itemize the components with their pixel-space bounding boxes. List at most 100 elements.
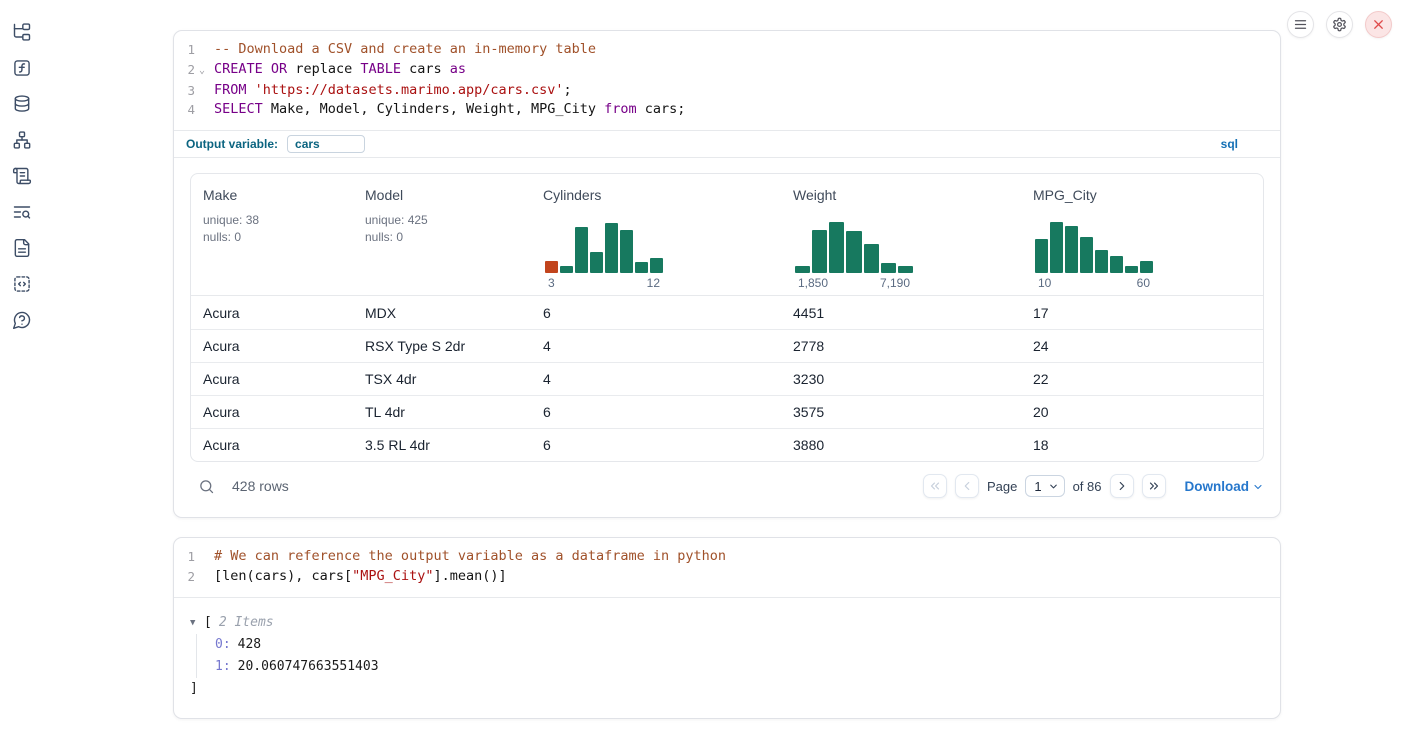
column-histogram[interactable]: 1060 xyxy=(1035,221,1153,290)
tree-entry-value: 20.060747663551403 xyxy=(238,659,379,674)
fold-indicator-icon xyxy=(195,100,214,120)
code-line[interactable]: 1 -- Download a CSV and create an in-memo… xyxy=(174,40,1280,60)
table-cell: TSX 4dr xyxy=(353,371,531,387)
column-name: Cylinders xyxy=(543,187,781,203)
database-icon[interactable] xyxy=(12,94,32,114)
prev-page-button[interactable] xyxy=(955,474,979,498)
table-row[interactable]: AcuraTL 4dr6357520 xyxy=(191,395,1263,428)
table-cell: 3230 xyxy=(781,371,1021,387)
data-table: Makeunique: 38nulls: 0Modelunique: 425nu… xyxy=(190,173,1264,462)
page-select[interactable]: 1 xyxy=(1025,475,1064,497)
tree-items-count: 2 Items xyxy=(219,612,274,634)
download-button[interactable]: Download xyxy=(1185,479,1265,494)
logs-search-icon[interactable] xyxy=(12,202,32,222)
table-cell: Acura xyxy=(191,305,353,321)
line-number: 2 xyxy=(174,567,195,587)
table-cell: 22 xyxy=(1021,371,1263,387)
first-page-button[interactable] xyxy=(923,474,947,498)
function-square-icon[interactable] xyxy=(12,58,32,78)
code-content: CREATE OR replace TABLE cars as xyxy=(214,60,466,81)
code-line[interactable]: 1# We can reference the output variable … xyxy=(174,547,1280,567)
code-content: -- Download a CSV and create an in-memor… xyxy=(214,40,596,60)
table-cell: TL 4dr xyxy=(353,404,531,420)
settings-gear-icon[interactable] xyxy=(1326,11,1353,38)
column-header[interactable]: Weight1,8507,190 xyxy=(781,174,1021,295)
output-variable-input[interactable] xyxy=(287,135,365,153)
hist-bar xyxy=(1140,261,1153,273)
column-stats: unique: 425nulls: 0 xyxy=(365,212,531,246)
tree-open-bracket: [ xyxy=(204,612,212,634)
table-row[interactable]: AcuraRSX Type S 2dr4277824 xyxy=(191,329,1263,362)
code-line[interactable]: 4SELECT Make, Model, Cylinders, Weight, … xyxy=(174,100,1280,120)
next-page-button[interactable] xyxy=(1110,474,1134,498)
code-content: [len(cars), cars["MPG_City"].mean()] xyxy=(214,567,507,587)
hist-bar xyxy=(620,230,633,273)
row-count: 428 rows xyxy=(232,478,289,494)
table-row[interactable]: Acura3.5 RL 4dr6388018 xyxy=(191,428,1263,461)
table-body: AcuraMDX6445117AcuraRSX Type S 2dr427782… xyxy=(191,296,1263,461)
collapse-chevron-icon[interactable]: ▼ xyxy=(190,612,204,634)
line-number: 4 xyxy=(174,100,195,120)
shutdown-close-icon[interactable] xyxy=(1365,11,1392,38)
hist-axis-labels: 312 xyxy=(545,276,663,290)
code-line[interactable]: 2⌄CREATE OR replace TABLE cars as xyxy=(174,60,1280,81)
help-bubble-icon[interactable] xyxy=(12,310,32,330)
fold-indicator-icon[interactable]: ⌄ xyxy=(195,60,214,81)
last-page-button[interactable] xyxy=(1142,474,1166,498)
hist-bar xyxy=(795,266,810,273)
hist-bar xyxy=(560,266,573,273)
column-header[interactable]: Modelunique: 425nulls: 0 xyxy=(353,174,531,295)
table-cell: Acura xyxy=(191,338,353,354)
folder-tree-icon[interactable] xyxy=(12,22,32,42)
code-line[interactable]: 2 [len(cars), cars["MPG_City"].mean()] xyxy=(174,567,1280,587)
line-number: 2 xyxy=(174,60,195,81)
column-histogram[interactable]: 1,8507,190 xyxy=(795,221,913,290)
line-number: 1 xyxy=(174,40,195,60)
table-cell: 17 xyxy=(1021,305,1263,321)
hist-bar xyxy=(1080,237,1093,273)
column-header[interactable]: Makeunique: 38nulls: 0 xyxy=(191,174,353,295)
python-cell: 1# We can reference the output variable … xyxy=(173,537,1281,718)
hist-bar xyxy=(898,266,913,273)
tree-entry-value: 428 xyxy=(238,637,261,652)
hist-bar xyxy=(635,262,648,273)
column-header[interactable]: Cylinders 312 xyxy=(531,174,781,295)
column-header[interactable]: MPG_City1060 xyxy=(1021,174,1263,295)
fold-indicator-icon xyxy=(195,547,214,567)
document-icon[interactable] xyxy=(12,238,32,258)
table-cell: 3880 xyxy=(781,437,1021,453)
hist-bar xyxy=(1065,226,1078,273)
hist-axis-labels: 1,8507,190 xyxy=(795,276,913,290)
tree-root: ▼ [ 2 Items xyxy=(190,612,1264,634)
table-cell: 6 xyxy=(531,305,781,321)
python-code-editor[interactable]: 1# We can reference the output variable … xyxy=(174,538,1280,596)
column-histogram[interactable]: 312 xyxy=(545,221,663,290)
table-cell: 6 xyxy=(531,404,781,420)
code-line[interactable]: 3FROM 'https://datasets.marimo.app/cars.… xyxy=(174,81,1280,101)
tree-entries: 0:428 1: 20.060747663551403 xyxy=(196,634,1264,678)
sql-code-editor[interactable]: 1 -- Download a CSV and create an in-memo… xyxy=(174,31,1280,130)
fold-indicator-icon xyxy=(195,81,214,101)
table-row[interactable]: AcuraTSX 4dr4323022 xyxy=(191,362,1263,395)
line-number: 3 xyxy=(174,81,195,101)
dependency-graph-icon[interactable] xyxy=(12,130,32,150)
hist-bar xyxy=(881,263,896,273)
snippets-icon[interactable] xyxy=(12,274,32,294)
fold-indicator-icon xyxy=(195,40,214,60)
search-icon[interactable] xyxy=(198,478,215,495)
tree-entry: 0:428 xyxy=(215,634,1264,656)
tree-entry-key: 1: xyxy=(215,659,231,674)
hist-bar xyxy=(650,258,663,273)
table-cell: 3.5 RL 4dr xyxy=(353,437,531,453)
table-cell: 3575 xyxy=(781,404,1021,420)
hist-axis-labels: 1060 xyxy=(1035,276,1153,290)
table-cell: 4 xyxy=(531,371,781,387)
language-badge: sql xyxy=(1221,137,1238,151)
table-row[interactable]: AcuraMDX6445117 xyxy=(191,296,1263,329)
fold-indicator-icon xyxy=(195,567,214,587)
page-select-value: 1 xyxy=(1034,479,1041,494)
hist-bar xyxy=(1125,266,1138,273)
menu-icon[interactable] xyxy=(1287,11,1314,38)
scroll-script-icon[interactable] xyxy=(12,166,32,186)
column-stats: unique: 38nulls: 0 xyxy=(203,212,353,246)
